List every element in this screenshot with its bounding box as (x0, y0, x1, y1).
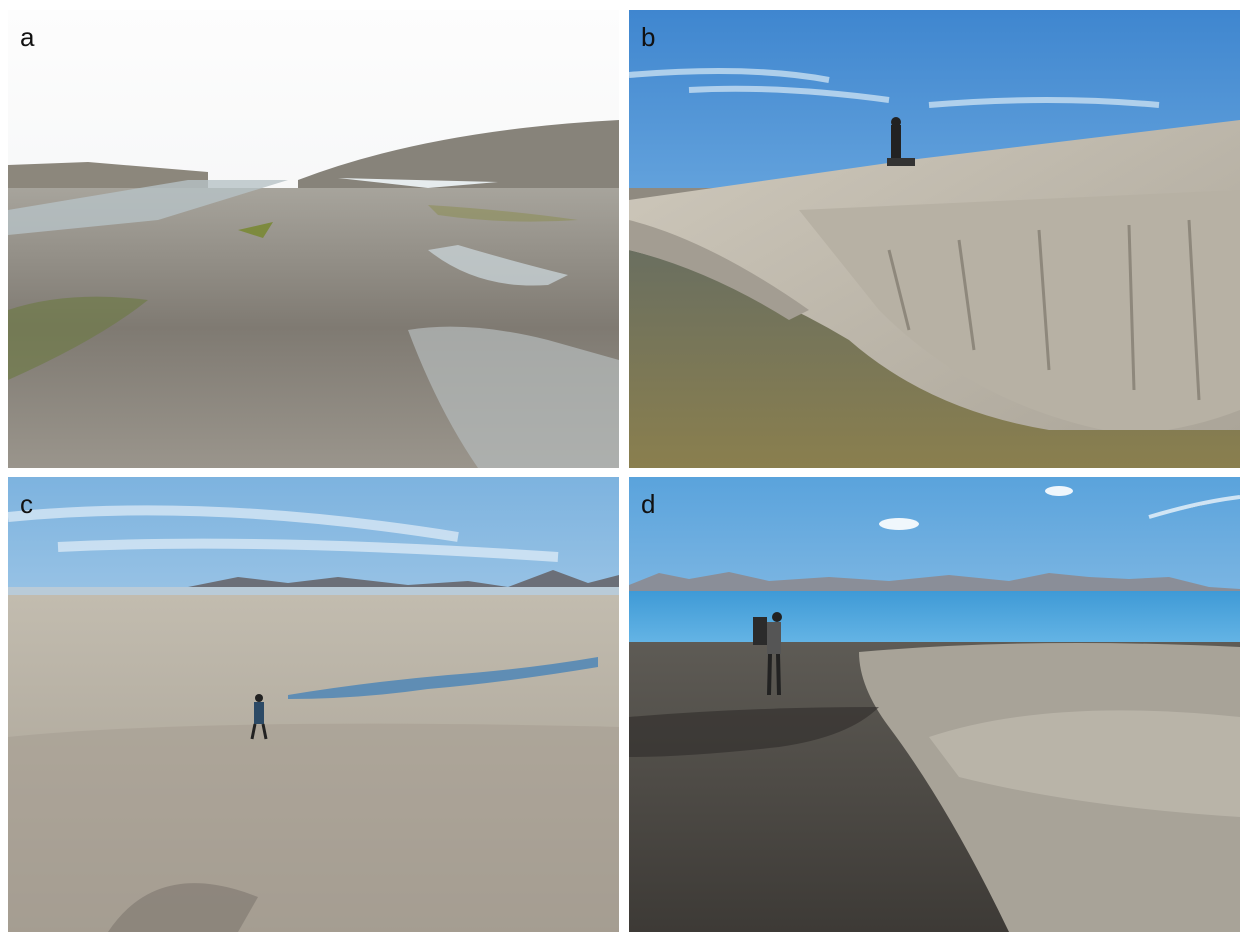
panel-label: c (20, 489, 33, 519)
photo-a: a (8, 10, 619, 468)
photo-b: b (629, 10, 1240, 468)
photo-d: d (629, 477, 1240, 932)
panel-label: a (20, 22, 35, 52)
panel-label: b (641, 22, 655, 52)
panel-label: d (641, 489, 655, 519)
photo-c: c (8, 477, 619, 932)
